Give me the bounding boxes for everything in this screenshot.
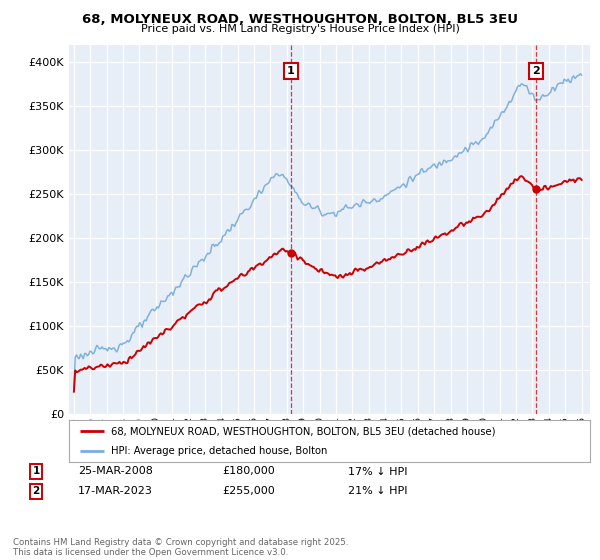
Text: £255,000: £255,000 [222,486,275,496]
Text: Price paid vs. HM Land Registry's House Price Index (HPI): Price paid vs. HM Land Registry's House … [140,24,460,34]
Text: 17-MAR-2023: 17-MAR-2023 [78,486,153,496]
Text: 2: 2 [532,66,540,76]
Text: 21% ↓ HPI: 21% ↓ HPI [348,486,407,496]
Text: 1: 1 [287,66,295,76]
Text: Contains HM Land Registry data © Crown copyright and database right 2025.
This d: Contains HM Land Registry data © Crown c… [13,538,349,557]
Text: 1: 1 [32,466,40,477]
Text: 25-MAR-2008: 25-MAR-2008 [78,466,153,477]
Text: £180,000: £180,000 [222,466,275,477]
Text: 68, MOLYNEUX ROAD, WESTHOUGHTON, BOLTON, BL5 3EU: 68, MOLYNEUX ROAD, WESTHOUGHTON, BOLTON,… [82,13,518,26]
Text: 68, MOLYNEUX ROAD, WESTHOUGHTON, BOLTON, BL5 3EU (detached house): 68, MOLYNEUX ROAD, WESTHOUGHTON, BOLTON,… [110,426,495,436]
Text: 17% ↓ HPI: 17% ↓ HPI [348,466,407,477]
Text: HPI: Average price, detached house, Bolton: HPI: Average price, detached house, Bolt… [110,446,327,456]
Text: 2: 2 [32,486,40,496]
